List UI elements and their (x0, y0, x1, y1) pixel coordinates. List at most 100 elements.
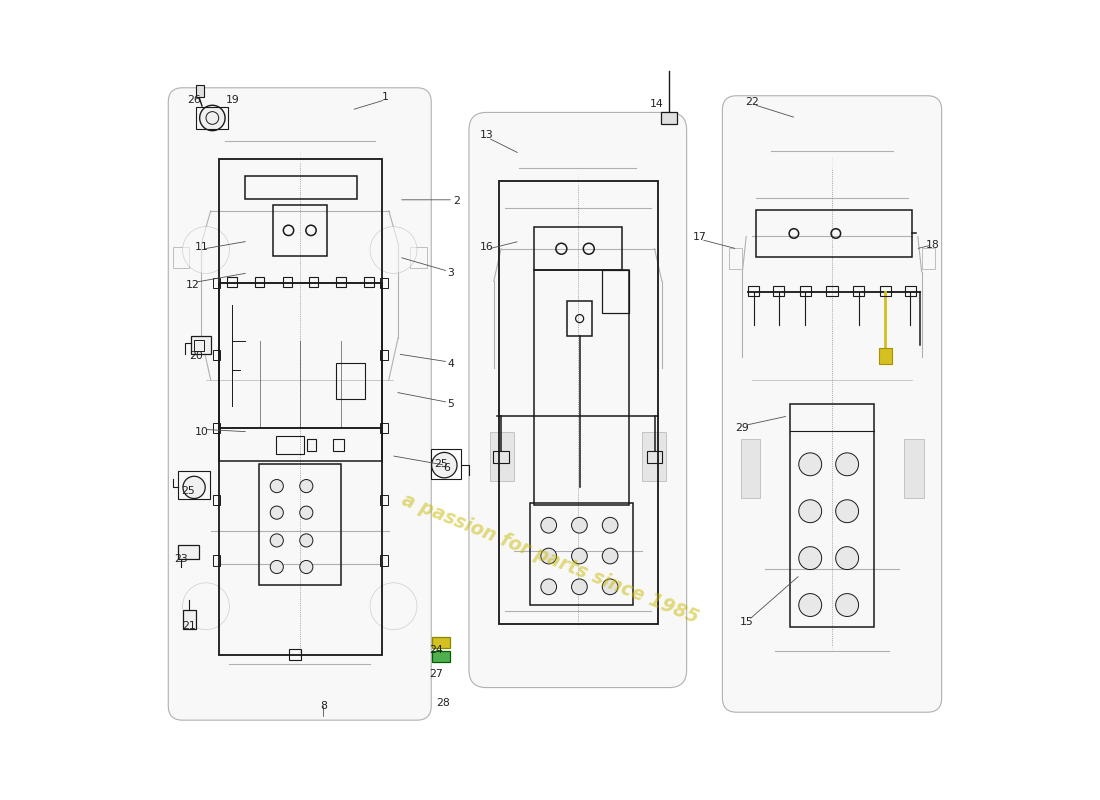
Circle shape (183, 583, 230, 630)
Circle shape (836, 500, 859, 522)
Bar (337, 363, 365, 399)
Bar (191, 337, 211, 354)
Circle shape (271, 479, 284, 493)
Bar (491, 433, 514, 481)
Circle shape (183, 226, 230, 274)
Bar (534, 270, 629, 506)
Text: 20: 20 (189, 350, 202, 361)
Circle shape (572, 579, 587, 594)
Bar (432, 651, 450, 662)
Bar (854, 286, 865, 296)
Bar (183, 610, 196, 629)
Bar (534, 227, 622, 270)
Text: 3: 3 (448, 268, 454, 278)
Text: 15: 15 (740, 618, 754, 627)
Circle shape (836, 546, 859, 570)
Bar (800, 286, 811, 296)
Circle shape (603, 548, 618, 564)
Circle shape (572, 548, 587, 564)
Circle shape (572, 518, 587, 533)
Bar (756, 210, 912, 257)
Text: 12: 12 (186, 280, 199, 290)
Text: 6: 6 (443, 462, 450, 473)
Bar (212, 350, 220, 361)
Bar (307, 438, 316, 450)
Bar (661, 113, 678, 123)
Bar (493, 451, 509, 463)
Bar (273, 205, 327, 256)
Circle shape (799, 546, 822, 570)
Bar (212, 422, 220, 433)
Circle shape (541, 518, 557, 533)
Bar (194, 340, 204, 350)
Text: 10: 10 (195, 426, 209, 437)
Circle shape (370, 226, 417, 274)
Bar (337, 277, 345, 287)
Text: 24: 24 (429, 646, 442, 655)
Circle shape (183, 476, 206, 498)
Bar (641, 433, 666, 481)
Circle shape (541, 579, 557, 594)
Circle shape (836, 453, 859, 476)
Circle shape (271, 506, 284, 519)
Bar (244, 176, 358, 198)
Circle shape (799, 453, 822, 476)
FancyBboxPatch shape (168, 88, 431, 720)
Bar (530, 502, 632, 606)
Bar (283, 277, 293, 287)
Text: 17: 17 (693, 232, 706, 242)
Circle shape (300, 534, 312, 547)
Text: 1: 1 (382, 91, 389, 102)
Bar (603, 270, 629, 313)
Circle shape (300, 479, 312, 493)
Text: 26: 26 (187, 94, 201, 105)
Bar (255, 277, 264, 287)
Bar (381, 495, 388, 506)
Circle shape (603, 579, 618, 594)
Bar (309, 277, 318, 287)
Text: 28: 28 (437, 698, 450, 709)
Text: 25: 25 (180, 486, 195, 496)
Bar (826, 286, 837, 296)
Text: 21: 21 (183, 622, 196, 631)
Circle shape (799, 500, 822, 522)
Circle shape (271, 534, 284, 547)
FancyBboxPatch shape (469, 113, 686, 687)
Circle shape (541, 548, 557, 564)
Bar (381, 555, 388, 566)
Bar (879, 348, 892, 364)
Bar (773, 286, 784, 296)
Circle shape (431, 453, 458, 478)
Text: 23: 23 (175, 554, 188, 564)
Bar (647, 451, 662, 463)
Bar (381, 278, 388, 288)
Bar (212, 555, 220, 566)
Bar (173, 247, 189, 268)
Circle shape (603, 518, 618, 533)
Text: a passion for parts since 1985: a passion for parts since 1985 (399, 490, 701, 627)
Text: 25: 25 (434, 458, 448, 469)
Bar (410, 247, 427, 268)
Bar (922, 248, 935, 269)
Circle shape (200, 106, 225, 130)
Bar (381, 350, 388, 361)
Bar (219, 283, 382, 428)
Circle shape (271, 561, 284, 574)
Text: 19: 19 (226, 94, 239, 105)
Text: 29: 29 (736, 423, 749, 433)
Bar (729, 248, 743, 269)
Bar (566, 301, 593, 336)
Bar (432, 637, 450, 648)
Bar (790, 404, 874, 627)
Text: 13: 13 (480, 130, 493, 141)
Bar (748, 286, 759, 296)
Bar (332, 438, 344, 450)
Circle shape (300, 506, 312, 519)
Bar (499, 182, 658, 624)
Text: 16: 16 (480, 242, 493, 252)
Bar (904, 439, 924, 498)
Text: 2: 2 (453, 196, 460, 206)
Bar (178, 471, 210, 499)
Bar (740, 439, 760, 498)
Bar (381, 422, 388, 433)
